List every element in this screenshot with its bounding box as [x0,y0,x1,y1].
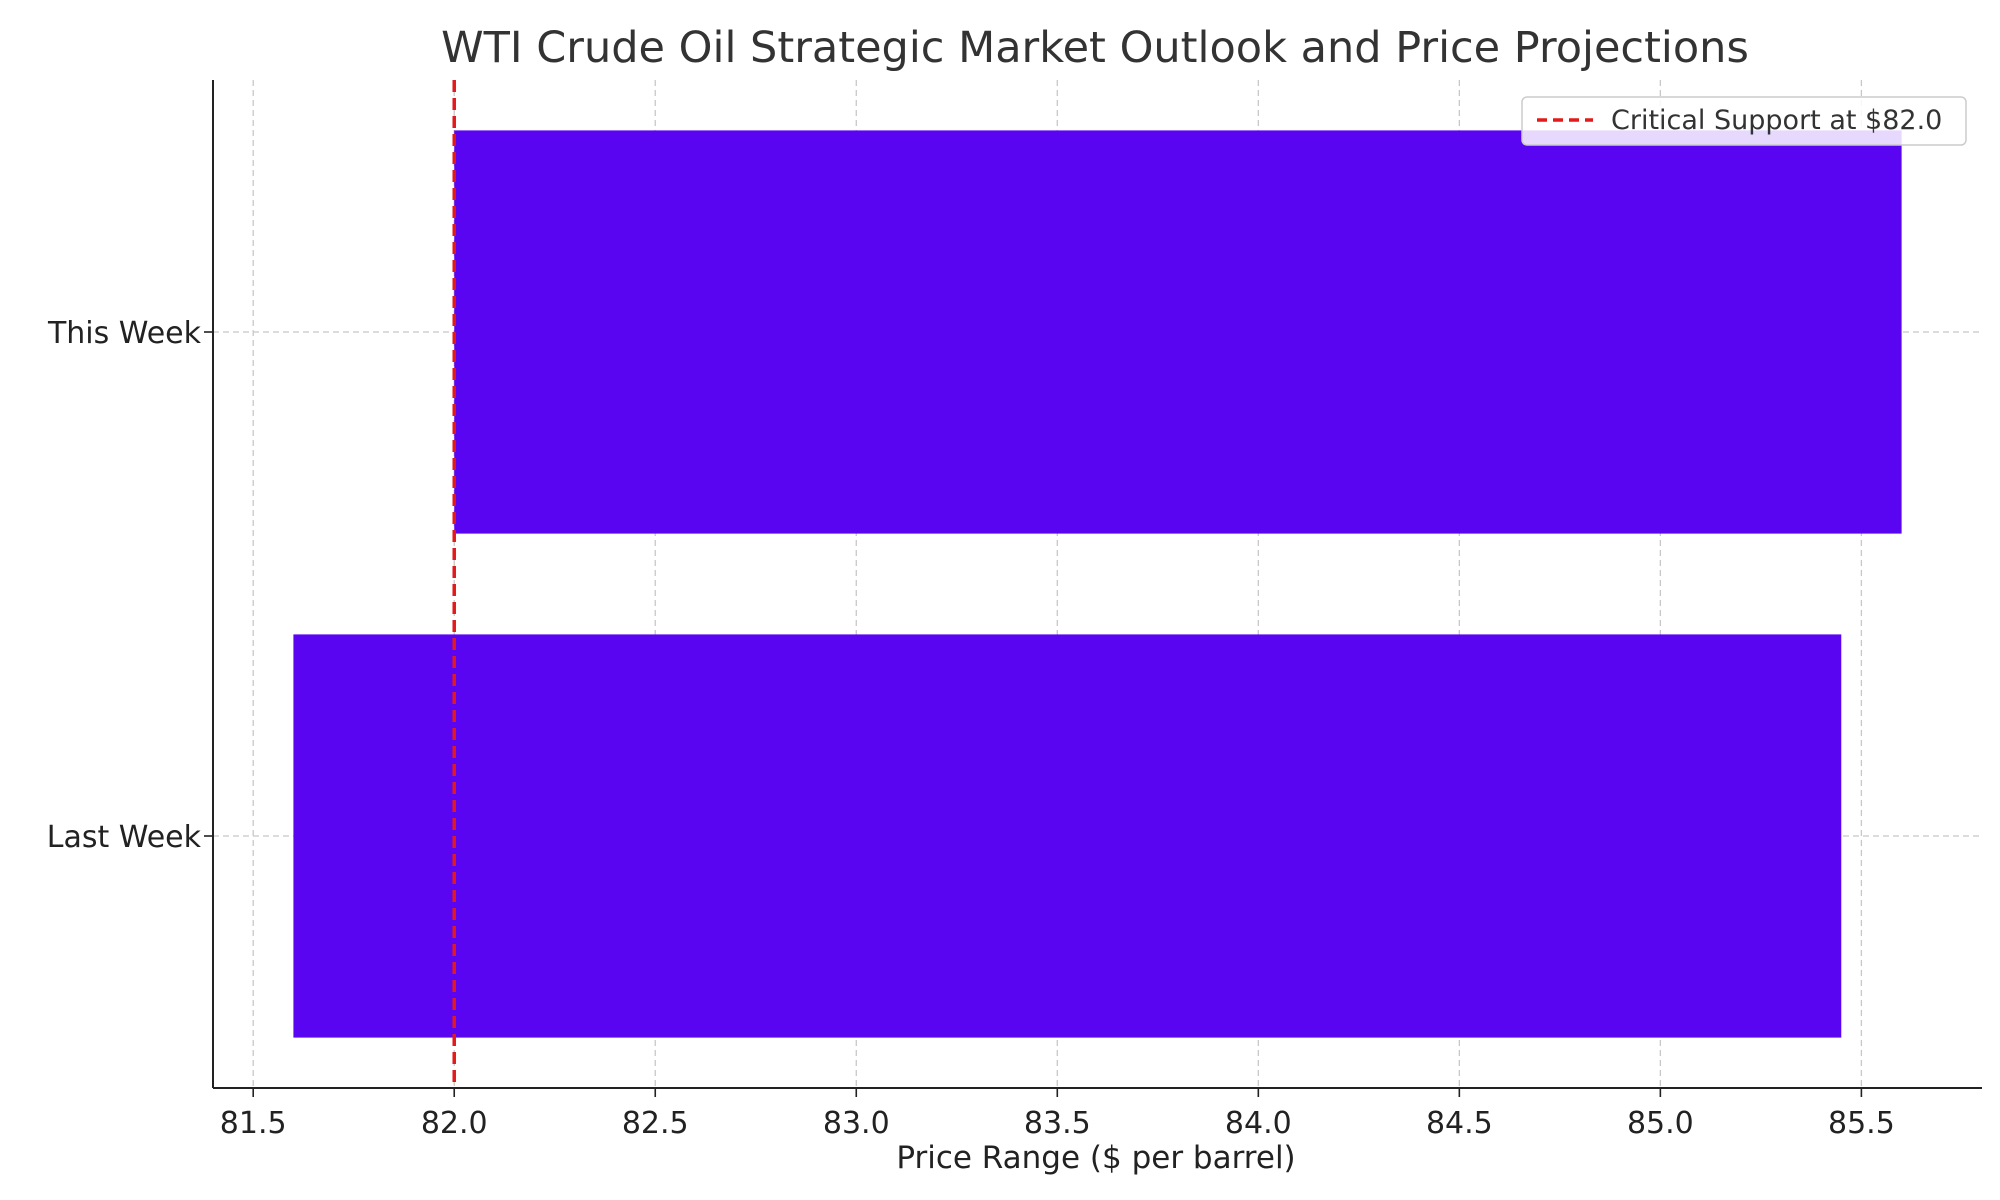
x-tick-label: 83.0 [823,1106,890,1141]
chart-title: WTI Crude Oil Strategic Market Outlook a… [441,23,1749,73]
y-tick-label: Last Week [47,820,202,855]
x-tick-label: 82.0 [421,1106,488,1141]
legend: Critical Support at $82.0 [1521,96,1967,146]
x-tick-label: 84.0 [1225,1106,1292,1141]
x-tick-label: 82.5 [622,1106,689,1141]
x-tick-label: 81.5 [220,1106,287,1141]
bar-this-week [454,130,1902,534]
y-tick-label: This Week [47,316,202,351]
x-tick-label: 85.0 [1627,1106,1694,1141]
x-tick-label: 85.5 [1828,1106,1895,1141]
x-tick-label: 83.5 [1024,1106,1091,1141]
x-tick-label: 84.5 [1426,1106,1493,1141]
tick-labels: 81.5 82.0 82.5 83.0 83.5 84.0 84.5 85.0 85.5 Last… [47,316,1895,1141]
legend-box [1521,96,1967,146]
bar-last-week [293,634,1842,1038]
legend-label: Critical Support at $82.0 [1611,105,1942,136]
axes [212,80,1982,1089]
bars [293,130,1902,1038]
x-axis-title: Price Range ($ per barrel) [896,1140,1295,1176]
